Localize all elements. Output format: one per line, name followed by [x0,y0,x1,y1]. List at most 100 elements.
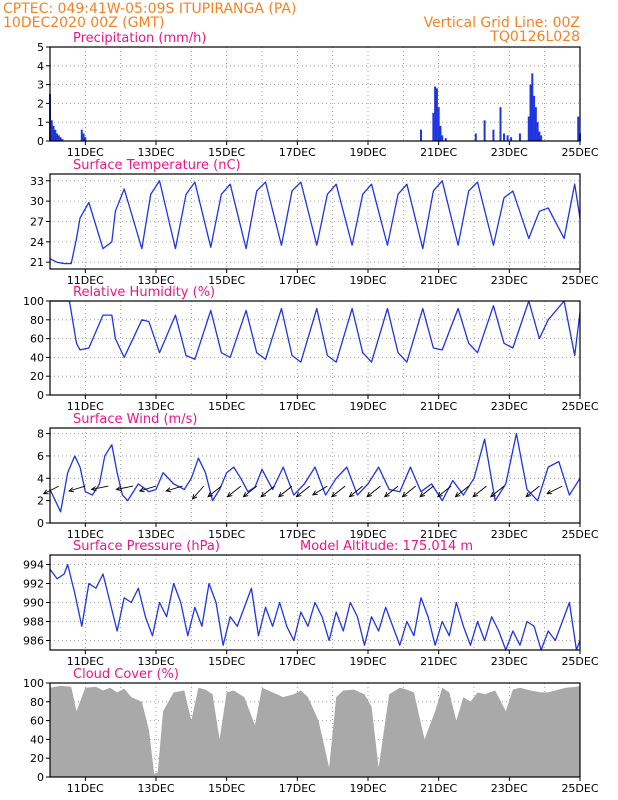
precipitation-bar [483,120,486,141]
humidity-date-label: 21DEC [420,400,457,413]
wind-vector-shaft [243,485,257,498]
wind-vector [42,485,60,495]
wind-vector-shaft [366,485,381,498]
wind-vector-shaft [384,485,399,498]
wind-vector-head [277,492,284,498]
precipitation-frame [49,46,581,142]
humidity-date-label: 15DEC [208,400,245,413]
pressure-date-label: 19DEC [349,655,386,668]
cloud-cover-panel: 0 20 40 60 80 100 11DEC 13DEC 15DEC 17DEC 19DEC 21D… [23,667,599,795]
wind-vector-shaft [331,485,346,498]
wind-vector [366,485,381,498]
wind-vector [330,485,346,498]
cloud-cover-area [50,685,580,777]
wind-ytick-label: 6 [37,450,44,463]
humidity-date-label: 11DEC [67,400,104,413]
wind-vector-head [226,492,233,498]
wind-vector [207,485,222,498]
wind-vector [68,485,86,493]
precipitation-bar [492,129,495,141]
precipitation-bar [52,125,55,141]
wind-vector [348,485,363,498]
wind-vector-head [207,492,214,498]
precipitation-title: Precipitation (mm/h) [73,31,206,46]
wind-vector-shaft [419,485,434,498]
wind-date-label: 15DEC [208,528,245,541]
pressure-date-label: 11DEC [67,655,104,668]
wind-vector-shaft [166,485,183,492]
wind-vector-shaft [349,485,363,498]
humidity-ytick-label: 0 [37,389,44,402]
precipitation-bar [474,133,477,141]
wind-ytick-label: 0 [37,517,44,530]
wind-vector [472,485,487,498]
precipitation-bar [61,139,64,141]
precipitation-date-label: 25DEC [561,146,598,159]
wind-vector [311,485,328,496]
precipitation-date-label: 21DEC [420,146,457,159]
wind-vector-shaft [192,485,205,500]
precipitation-bar [80,129,83,141]
precipitation-bar [518,133,521,141]
precipitation-bar [434,86,437,141]
wind-vector-shaft [207,485,222,498]
temperature-date-label: 23DEC [491,274,528,287]
precipitation-date-label: 19DEC [349,146,386,159]
wind-vector-head [311,490,318,496]
run-date-label: 10DEC2020 00Z (GMT) [3,15,165,31]
precipitation-bar [577,116,580,141]
pressure-ytick-label: 992 [23,578,44,591]
humidity-ytick-label: 100 [23,295,44,308]
temperature-ytick-label: 24 [30,236,44,249]
wind-vector-head [348,492,355,498]
precipitation-bar [441,135,444,141]
wind-vector [165,485,183,493]
wind-vector-head [546,489,553,495]
precipitation-bar [506,135,509,141]
cloud-cover-date-label: 15DEC [208,782,245,795]
cloud-cover-date-label: 23DEC [491,782,528,795]
precipitation-bar [444,138,447,141]
wind-vector-head [419,492,426,498]
temperature-title: Surface Temperature (nC) [73,158,241,173]
cloud-cover-date-label: 19DEC [349,782,386,795]
cloud-cover-ytick-label: 0 [37,771,44,784]
wind-title: Surface Wind (m/s) [73,412,197,427]
precipitation-bar [503,133,506,141]
precipitation-bar [84,137,87,141]
grid-note-label: Vertical Grid Line: 00Z [424,15,580,31]
wind-vector-shaft [455,485,469,498]
precipitation-ytick-label: 2 [37,97,44,110]
wind-ytick-label: 2 [37,495,44,508]
wind-vector-shaft [43,485,60,495]
wind-vector-shaft [91,485,109,490]
wind-panel: 0 2 4 6 8 11DEC 13DEC 15DEC 17DEC 19DEC 21DEC 23DEC… [37,412,599,541]
wind-date-label: 25DEC [561,528,598,541]
temperature-date-label: 11DEC [67,274,104,287]
wind-vector-shaft [472,485,487,498]
wind-vector-head [454,492,461,498]
pressure-title: Surface Pressure (hPa) [73,539,220,554]
pressure-ytick-label: 988 [23,616,44,629]
wind-vector [525,485,540,498]
wind-vector-shaft [227,485,242,498]
humidity-title: Relative Humidity (%) [73,285,215,300]
cloud-cover-date-label: 13DEC [137,782,174,795]
wind-vector [383,485,399,498]
humidity-date-label: 13DEC [137,400,174,413]
precipitation-ytick-label: 1 [37,116,44,129]
humidity-ytick-label: 20 [30,370,44,383]
precipitation-bar [499,107,502,141]
model-code-label: TQ0126L028 [489,29,580,45]
humidity-series-line [50,300,581,363]
pressure-date-label: 17DEC [279,655,316,668]
wind-vector-shaft [296,485,310,498]
wind-vector-head [260,492,267,498]
precipitation-bar [439,125,442,141]
wind-vector-head [472,492,479,498]
humidity-date-label: 25DEC [561,400,598,413]
precipitation-panel: 0 1 2 3 4 5 11DEC 13DEC 15DEC 17DEC 19DEC 21DEC 23DE… [37,31,599,159]
precipitation-date-label: 17DEC [279,146,316,159]
pressure-date-label: 23DEC [491,655,528,668]
